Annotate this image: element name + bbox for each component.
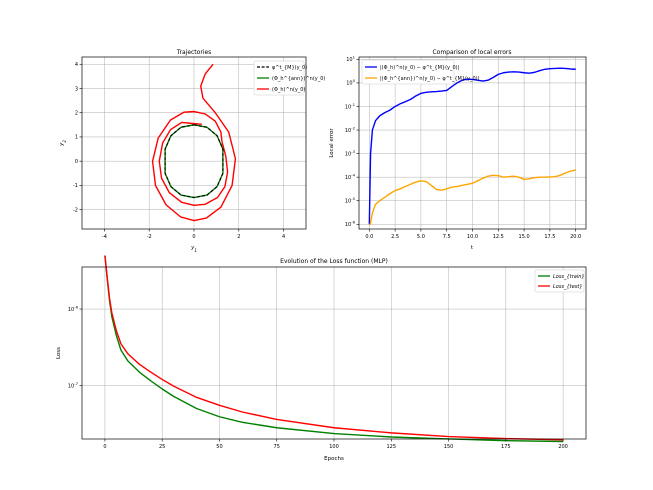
y-tick-label: 10-2 — [345, 125, 356, 134]
legend-label-num: (Φ_h)^n(y_0) — [272, 87, 305, 93]
trajectory-series-line — [158, 121, 229, 206]
x-tick-label: 7.5 — [443, 234, 451, 240]
local-errors-xlabel: t — [471, 245, 474, 251]
y-tick-label: 101 — [346, 55, 355, 64]
trajectories-legend-box — [253, 60, 305, 96]
x-tick-label: 200 — [558, 444, 568, 450]
loss-title: Evolution of the Loss function (MLP) — [280, 258, 388, 265]
x-tick-label: 2 — [237, 234, 240, 240]
local-errors-title: Comparison of local errors — [432, 49, 511, 56]
loss-xlabel: Epochs — [324, 456, 344, 462]
y-tick-label: 10-4 — [345, 172, 356, 181]
x-tick-label: 17.5 — [544, 234, 555, 240]
y-tick-label: -1 — [73, 183, 78, 189]
y-tick-label: 10-5 — [345, 196, 356, 205]
trajectories-xlabel: y1 — [190, 245, 197, 253]
legend-label-exact: φ^t_{M}(y_0) — [272, 65, 307, 71]
y-tick-label: 10-3 — [345, 149, 356, 158]
y-tick-label: 10-7 — [68, 381, 79, 390]
x-tick-label: 25 — [159, 444, 165, 450]
x-tick-label: 10.0 — [467, 234, 478, 240]
x-tick-label: -2 — [147, 234, 152, 240]
y-tick-label: 0 — [75, 159, 78, 165]
legend-label-test: Loss_{test} — [553, 284, 583, 290]
trajectories-ylabel: y2 — [59, 140, 67, 147]
loss-panel: 0 25 50 75 100 125 150 175 200 10-7 10-6 Evolutio… — [56, 255, 587, 462]
loss-legend: Loss_{train} Loss_{test} — [534, 269, 585, 293]
x-tick-label: 4 — [282, 234, 285, 240]
legend-label-train: Loss_{train} — [553, 274, 585, 280]
x-tick-label: 15.0 — [519, 234, 530, 240]
x-tick-label: 0 — [192, 234, 195, 240]
x-tick-label: 5.0 — [417, 234, 425, 240]
trajectories-title: Trajectories — [176, 49, 212, 56]
y-tick-label: 3 — [75, 86, 78, 92]
local-error-series-line — [369, 169, 576, 225]
local-errors-legend-box — [361, 59, 455, 85]
x-tick-label: 0.0 — [365, 234, 373, 240]
y-tick-label: 10-1 — [345, 102, 356, 111]
y-tick-label: 1 — [75, 135, 78, 141]
x-tick-label: 100 — [329, 444, 339, 450]
local-errors-panel: 0.0 2.5 5.0 7.5 10.0 12.5 15.0 17.5 20.0 10-6 10-… — [329, 49, 587, 251]
trajectory-series-line — [164, 124, 224, 199]
legend-label-ann-error: |(Φ_h^{ann})^n(y_0) − φ^t_{M}(y_0)| — [380, 76, 480, 82]
x-tick-label: 75 — [274, 444, 280, 450]
legend-label-ann: (Φ_h^{ann})^n(y_0) — [272, 76, 325, 82]
legend-label-num-error: |(Φ_h)^n(y_0) − φ^t_{M}(y_0)| — [380, 65, 460, 71]
y-tick-label: 4 — [75, 62, 78, 68]
x-tick-label: 0 — [103, 444, 106, 450]
y-tick-label: 100 — [346, 78, 355, 87]
local-errors-legend: |(Φ_h)^n(y_0) − φ^t_{M}(y_0)| |(Φ_h^{ann… — [361, 59, 480, 85]
y-tick-label: 10-6 — [68, 304, 79, 313]
loss-series-line — [104, 255, 564, 443]
x-tick-label: -4 — [102, 234, 107, 240]
x-tick-label: 175 — [501, 444, 511, 450]
loss-ylabel: Loss — [56, 347, 62, 359]
y-tick-label: 2 — [75, 111, 78, 117]
local-error-series-line — [368, 67, 576, 225]
x-tick-label: 50 — [216, 444, 222, 450]
x-tick-label: 12.5 — [493, 234, 504, 240]
y-tick-label: 10-6 — [345, 220, 356, 229]
x-tick-label: 2.5 — [391, 234, 399, 240]
local-errors-ylabel: Local error — [329, 128, 335, 158]
trajectories-legend: φ^t_{M}(y_0) (Φ_h^{ann})^n(y_0) (Φ_h)^n(… — [253, 60, 325, 96]
x-tick-label: 125 — [386, 444, 396, 450]
trajectories-panel: -4 -2 0 2 4 -2 -1 0 1 2 3 4 Trajectories y1 y2 φ^t… — [59, 49, 325, 253]
trajectory-series-line — [151, 63, 237, 222]
x-tick-label: 150 — [444, 444, 454, 450]
loss-series-line — [104, 255, 564, 441]
x-tick-label: 20.0 — [570, 234, 581, 240]
y-tick-label: -2 — [73, 207, 78, 213]
